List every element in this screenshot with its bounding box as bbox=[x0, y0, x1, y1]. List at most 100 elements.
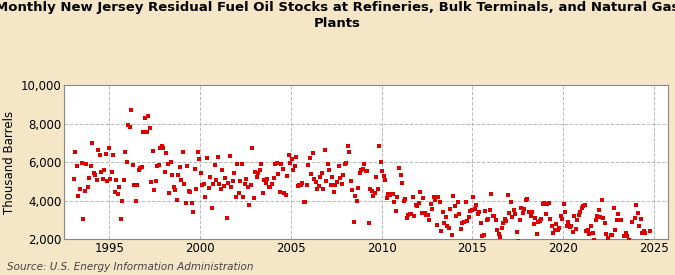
Point bbox=[246, 183, 256, 187]
Point bbox=[317, 171, 327, 175]
Point bbox=[115, 217, 126, 221]
Point bbox=[117, 199, 128, 203]
Point bbox=[162, 162, 173, 166]
Point bbox=[362, 169, 373, 173]
Point bbox=[416, 211, 427, 215]
Point bbox=[578, 204, 589, 208]
Point bbox=[586, 224, 597, 228]
Point bbox=[389, 199, 400, 204]
Point bbox=[294, 183, 304, 188]
Point bbox=[101, 152, 111, 156]
Point bbox=[171, 197, 182, 202]
Point bbox=[569, 214, 580, 219]
Point bbox=[622, 233, 632, 238]
Point bbox=[147, 149, 158, 153]
Point bbox=[247, 146, 258, 150]
Point bbox=[377, 169, 387, 173]
Point bbox=[576, 205, 587, 210]
Point bbox=[90, 173, 101, 177]
Point bbox=[387, 192, 398, 196]
Point bbox=[202, 156, 213, 160]
Point bbox=[191, 187, 202, 192]
Point bbox=[462, 219, 472, 223]
Point bbox=[480, 208, 491, 213]
Point bbox=[135, 166, 146, 170]
Point bbox=[113, 191, 124, 196]
Point bbox=[570, 227, 581, 231]
Point bbox=[118, 178, 129, 182]
Point bbox=[164, 191, 175, 195]
Point bbox=[165, 160, 176, 164]
Point bbox=[225, 185, 236, 190]
Point bbox=[208, 182, 219, 186]
Point bbox=[211, 177, 221, 182]
Point bbox=[325, 182, 336, 187]
Point bbox=[351, 199, 362, 203]
Point bbox=[554, 226, 565, 231]
Point bbox=[519, 207, 530, 211]
Point bbox=[425, 202, 436, 206]
Point bbox=[419, 211, 430, 215]
Point bbox=[620, 230, 631, 235]
Point bbox=[190, 167, 200, 171]
Point bbox=[618, 250, 628, 254]
Point bbox=[631, 202, 642, 207]
Point bbox=[174, 164, 185, 169]
Point bbox=[194, 157, 205, 161]
Point bbox=[530, 215, 541, 220]
Point bbox=[492, 228, 503, 232]
Point bbox=[404, 212, 415, 216]
Point bbox=[335, 175, 346, 180]
Point bbox=[96, 170, 107, 174]
Point bbox=[180, 200, 191, 205]
Point bbox=[597, 216, 608, 220]
Point bbox=[136, 165, 147, 169]
Point bbox=[549, 228, 560, 232]
Point bbox=[319, 148, 330, 152]
Point bbox=[583, 228, 593, 232]
Point bbox=[173, 173, 184, 178]
Point bbox=[496, 226, 507, 230]
Point bbox=[408, 213, 419, 218]
Point bbox=[198, 182, 209, 187]
Point bbox=[590, 218, 601, 222]
Point bbox=[91, 178, 102, 183]
Point bbox=[564, 224, 575, 229]
Point bbox=[443, 226, 454, 230]
Point bbox=[304, 156, 315, 160]
Point bbox=[357, 167, 368, 171]
Point bbox=[572, 218, 583, 222]
Point bbox=[273, 172, 284, 176]
Point bbox=[481, 218, 492, 222]
Point bbox=[84, 176, 95, 180]
Point bbox=[427, 207, 437, 211]
Point bbox=[73, 194, 84, 198]
Point bbox=[338, 173, 348, 177]
Point bbox=[454, 212, 465, 216]
Point bbox=[413, 201, 424, 205]
Point bbox=[504, 210, 515, 215]
Point bbox=[628, 243, 639, 248]
Point bbox=[518, 211, 529, 215]
Point bbox=[78, 217, 88, 222]
Point bbox=[645, 229, 655, 233]
Point bbox=[79, 189, 90, 193]
Point bbox=[400, 196, 410, 201]
Point bbox=[593, 208, 604, 212]
Point bbox=[345, 179, 356, 184]
Point bbox=[206, 205, 217, 210]
Point bbox=[128, 163, 138, 167]
Point bbox=[595, 215, 605, 219]
Point bbox=[528, 221, 539, 226]
Point bbox=[275, 162, 286, 166]
Point bbox=[516, 205, 527, 210]
Point bbox=[250, 170, 261, 175]
Point bbox=[608, 206, 619, 210]
Point bbox=[439, 221, 450, 225]
Point bbox=[470, 203, 481, 208]
Point bbox=[456, 227, 466, 232]
Point bbox=[95, 153, 105, 157]
Point bbox=[634, 224, 645, 229]
Point bbox=[507, 214, 518, 219]
Point bbox=[274, 189, 285, 194]
